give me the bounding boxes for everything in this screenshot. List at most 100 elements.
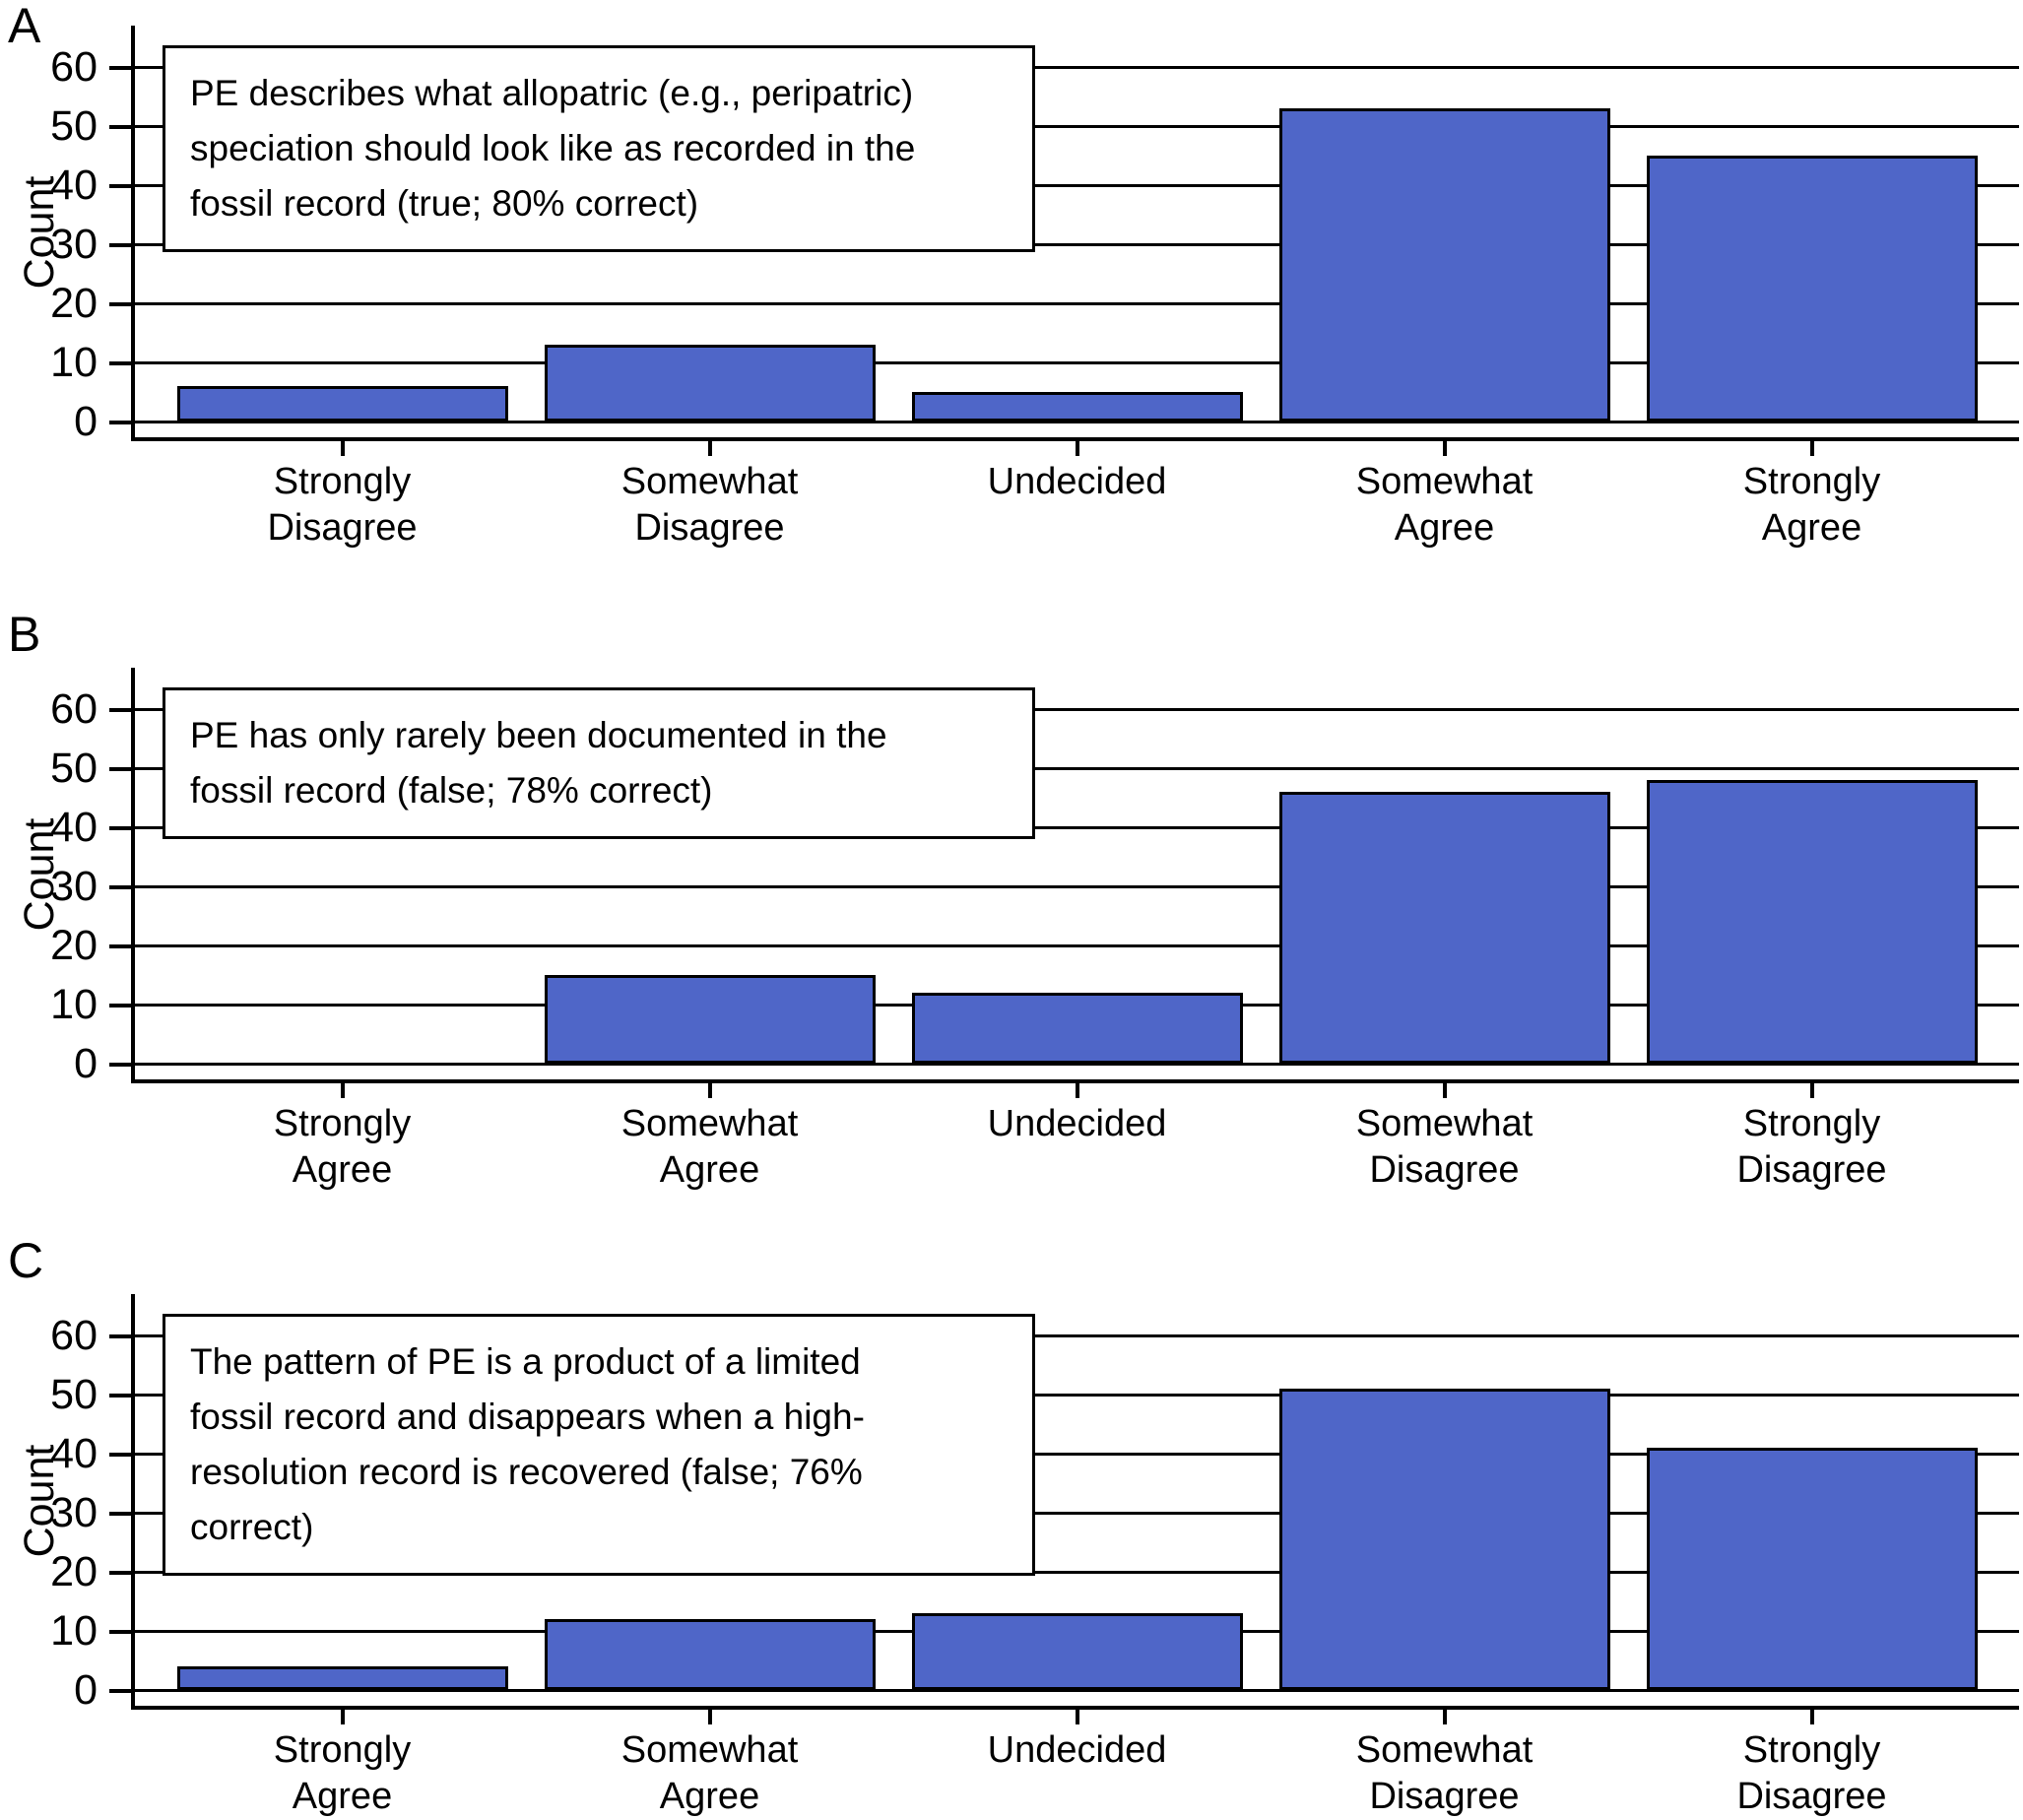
statement-box: PE describes what allopatric (e.g., peri… — [163, 45, 1035, 252]
x-tick-somewhat-disagree — [1442, 1710, 1447, 1724]
y-tick-0 — [109, 1063, 135, 1067]
y-tick-label-10: 10 — [50, 1607, 98, 1655]
y-tick-50 — [109, 767, 135, 771]
x-tick-label-somewhat-disagree: Somewhat Disagree — [620, 461, 799, 549]
y-tick-label-40: 40 — [50, 1430, 98, 1477]
y-tick-30 — [109, 243, 135, 247]
x-tick-label-undecided: Undecided — [987, 461, 1167, 502]
bar-undecided — [911, 993, 1243, 1064]
y-tick-label-50: 50 — [50, 1371, 98, 1418]
gridline-40 — [135, 826, 2019, 829]
panel-c: C Count 0 10 20 30 40 50 60 Strongly Agree Somew… — [0, 1229, 2023, 1817]
y-tick-label-10: 10 — [50, 339, 98, 386]
bar-strongly-agree — [176, 1666, 508, 1690]
y-tick-40 — [109, 826, 135, 830]
y-tick-10 — [109, 1004, 135, 1008]
y-tick-label-60: 60 — [50, 1312, 98, 1359]
x-tick-strongly-agree — [340, 1710, 345, 1724]
x-tick-label-somewhat-disagree: Somewhat Disagree — [1355, 1729, 1534, 1817]
bar-somewhat-disagree — [544, 345, 876, 422]
x-tick-label-strongly-agree: Strongly Agree — [273, 1103, 412, 1191]
y-tick-40 — [109, 1453, 135, 1457]
y-tick-label-50: 50 — [50, 745, 98, 792]
y-tick-30 — [109, 1512, 135, 1516]
gridline-50 — [135, 1394, 2019, 1397]
y-tick-label-0: 0 — [74, 1666, 98, 1714]
x-tick-label-strongly-disagree: Strongly Disagree — [1736, 1103, 1887, 1191]
gridline-30 — [135, 1512, 2019, 1515]
x-tick-somewhat-agree — [1442, 441, 1447, 456]
y-tick-10 — [109, 1630, 135, 1634]
gridline-50 — [135, 767, 2019, 770]
plot-area-a: 0 10 20 30 40 50 60 Strongly Disagree Somewhat D… — [50, 26, 2019, 549]
panel-a: A Count 0 10 20 30 40 50 60 Strongly Disagree So… — [0, 0, 2023, 603]
bar-somewhat-agree — [1278, 108, 1610, 422]
y-tick-60 — [109, 1334, 135, 1338]
gridline-20 — [135, 944, 2019, 947]
gridline-50 — [135, 125, 2019, 128]
y-tick-50 — [109, 1394, 135, 1398]
x-tick-undecided — [1075, 1083, 1079, 1098]
y-tick-20 — [109, 1571, 135, 1575]
y-tick-label-30: 30 — [50, 221, 98, 268]
y-tick-label-20: 20 — [50, 922, 98, 969]
x-tick-strongly-disagree — [1809, 1083, 1814, 1098]
plot-area-c: 0 10 20 30 40 50 60 Strongly Agree Somewhat Agre… — [50, 1294, 2019, 1817]
x-tick-somewhat-disagree — [707, 441, 712, 456]
statement-box: The pattern of PE is a product of a limi… — [163, 1314, 1035, 1576]
x-tick-strongly-agree — [1809, 441, 1814, 456]
y-tick-0 — [109, 421, 135, 424]
x-tick-label-strongly-disagree: Strongly Disagree — [1736, 1729, 1887, 1817]
y-tick-label-0: 0 — [74, 1040, 98, 1087]
panel-c-label: C — [8, 1233, 44, 1288]
gridline-40 — [135, 1453, 2019, 1456]
bar-strongly-disagree — [176, 386, 508, 422]
gridline-60 — [135, 708, 2019, 711]
gridline-30 — [135, 243, 2019, 246]
x-tick-strongly-disagree — [340, 441, 345, 456]
x-tick-label-somewhat-agree: Somewhat Agree — [620, 1103, 799, 1191]
y-tick-label-10: 10 — [50, 981, 98, 1028]
bar-strongly-agree — [1646, 156, 1978, 422]
y-tick-label-40: 40 — [50, 162, 98, 209]
x-tick-label-strongly-agree: Strongly Agree — [1742, 461, 1881, 549]
y-tick-60 — [109, 66, 135, 70]
x-tick-strongly-agree — [340, 1083, 345, 1098]
y-tick-20 — [109, 302, 135, 306]
x-tick-label-strongly-disagree: Strongly Disagree — [267, 461, 418, 549]
gridline-40 — [135, 184, 2019, 187]
statement-box: PE has only rarely been documented in th… — [163, 687, 1035, 839]
gridline-20 — [135, 1571, 2019, 1574]
gridline-0 — [135, 1063, 2019, 1066]
x-tick-undecided — [1075, 441, 1079, 456]
gridline-20 — [135, 302, 2019, 305]
y-tick-label-60: 60 — [50, 43, 98, 91]
bar-undecided — [911, 1613, 1243, 1690]
y-tick-label-20: 20 — [50, 280, 98, 327]
y-tick-label-30: 30 — [50, 1489, 98, 1536]
y-tick-label-60: 60 — [50, 685, 98, 733]
x-tick-label-undecided: Undecided — [987, 1103, 1167, 1144]
y-tick-label-50: 50 — [50, 102, 98, 150]
x-tick-label-somewhat-disagree: Somewhat Disagree — [1355, 1103, 1534, 1191]
bar-somewhat-disagree — [1278, 1389, 1610, 1690]
y-tick-10 — [109, 361, 135, 365]
y-tick-30 — [109, 885, 135, 889]
bar-strongly-disagree — [1646, 1448, 1978, 1690]
x-tick-somewhat-agree — [707, 1710, 712, 1724]
y-tick-label-30: 30 — [50, 863, 98, 910]
bar-somewhat-disagree — [1278, 792, 1610, 1064]
panel-a-label: A — [8, 0, 41, 53]
y-tick-50 — [109, 125, 135, 129]
plot-area-b: 0 10 20 30 40 50 60 Strongly Agree Somewhat Agre… — [50, 668, 2019, 1191]
y-tick-label-0: 0 — [74, 398, 98, 445]
gridline-0 — [135, 1689, 2019, 1692]
panel-b-label: B — [8, 607, 41, 662]
x-tick-label-strongly-agree: Strongly Agree — [273, 1729, 412, 1817]
y-tick-40 — [109, 184, 135, 188]
x-tick-undecided — [1075, 1710, 1079, 1724]
x-tick-somewhat-agree — [707, 1083, 712, 1098]
y-tick-60 — [109, 708, 135, 712]
bar-undecided — [911, 392, 1243, 422]
